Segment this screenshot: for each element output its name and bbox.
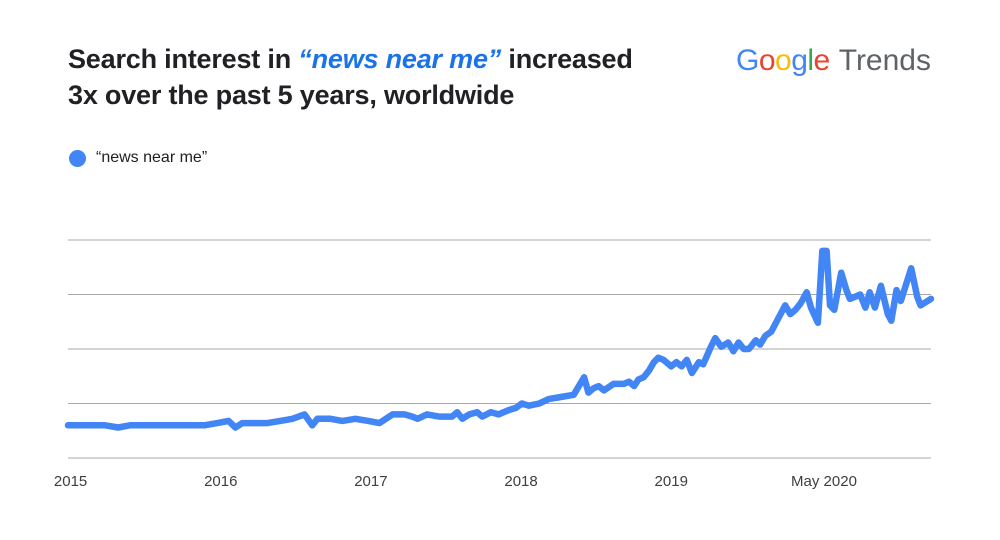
x-axis-label: 2015: [54, 473, 87, 490]
google-logo-letter: e: [813, 44, 831, 77]
title-line2: 3x over the past 5 years, worldwide: [68, 80, 515, 110]
google-trends-logo: Google Trends: [736, 44, 931, 78]
google-logo-letter: o: [758, 44, 776, 77]
title-line1: Search interest in “news near me” increa…: [68, 41, 633, 77]
x-axis-label: 2016: [204, 473, 237, 490]
google-logo: Google: [736, 44, 830, 77]
trends-wordmark: Trends: [838, 44, 931, 77]
trend-line: [64, 247, 935, 431]
google-logo-letter: G: [735, 44, 759, 77]
legend-label: “news near me”: [96, 149, 208, 166]
title-prefix: Search interest in: [68, 44, 299, 74]
legend-dot-icon: [69, 149, 86, 167]
x-axis-label: 2019: [655, 473, 688, 490]
google-logo-letter: o: [775, 44, 792, 77]
title-highlight: “news near me”: [298, 44, 502, 74]
x-axis-label: May 2020: [791, 473, 857, 490]
page-title: Search interest in “news near me” increa…: [68, 41, 633, 113]
x-axis-label: 2017: [354, 473, 387, 490]
title-suffix: increased: [501, 44, 633, 74]
x-axis-label: 2018: [504, 473, 537, 490]
google-logo-letter: g: [791, 44, 808, 77]
chart-legend: “news near me”: [69, 149, 207, 167]
google-logo-letter: l: [807, 44, 814, 77]
